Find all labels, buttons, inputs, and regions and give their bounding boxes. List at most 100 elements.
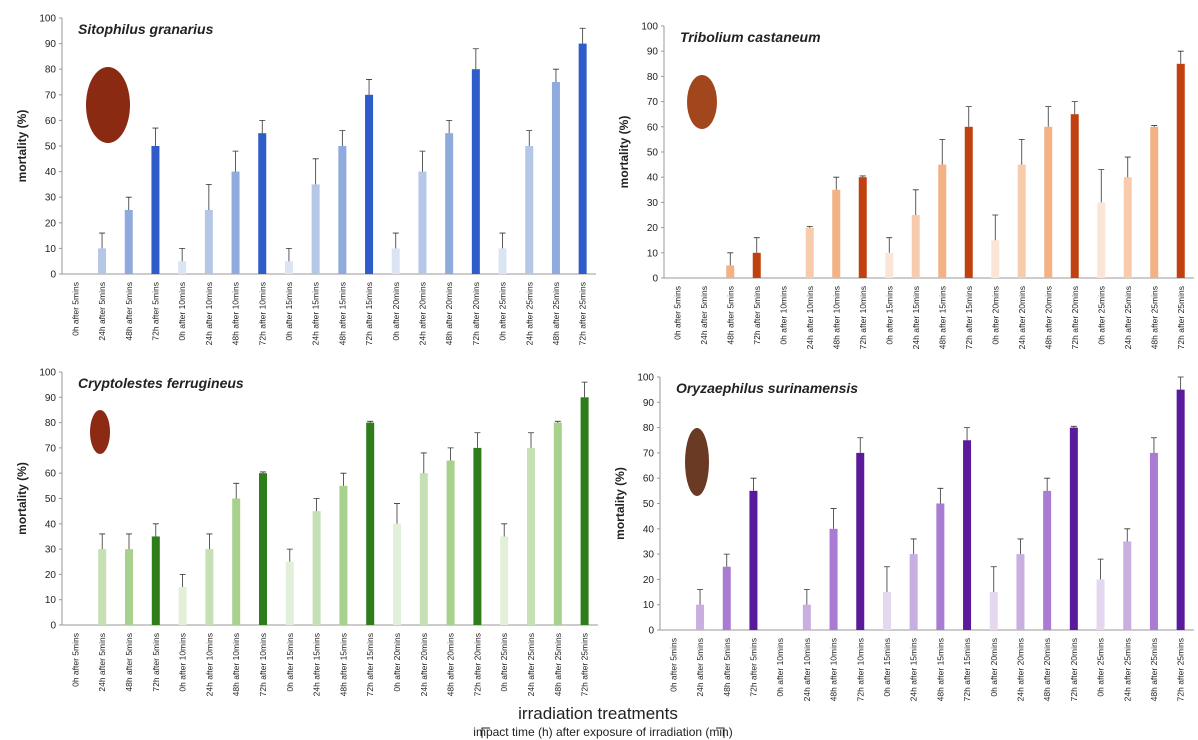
bar (1043, 491, 1051, 630)
bar (938, 165, 946, 278)
y-tick-label: 70 (643, 448, 655, 459)
bar (803, 605, 811, 630)
x-tick-label: 72h after 20mins (471, 282, 481, 345)
y-tick-label: 100 (641, 22, 658, 33)
bar (696, 605, 704, 630)
bar (1097, 579, 1105, 630)
bar (579, 44, 587, 274)
x-tick-label: 48h after 15mins (937, 286, 947, 349)
x-tick-label: 72h after 25mins (1176, 286, 1186, 349)
y-tick-label: 90 (45, 39, 57, 50)
x-tick-label: 72h after 5mins (748, 638, 758, 697)
bar (1124, 177, 1132, 278)
y-axis-label: mortality (%) (613, 467, 627, 540)
y-tick-label: 70 (45, 443, 57, 454)
bar (552, 82, 560, 274)
x-tick-label: 24h after 5mins (699, 286, 709, 345)
bar (259, 473, 267, 625)
error-bar (339, 131, 345, 146)
x-tick-label: 48h after 10mins (831, 286, 841, 349)
x-tick-label: 48h after 15mins (337, 282, 347, 345)
x-tick-label: 0h after 25mins (499, 633, 509, 692)
x-tick-label: 0h after 5mins (668, 638, 678, 692)
bar (179, 587, 187, 625)
bar (499, 248, 507, 274)
error-bar (582, 382, 588, 397)
bar (125, 210, 133, 274)
bar (473, 448, 481, 625)
bar (1016, 554, 1024, 630)
error-bar (526, 131, 532, 146)
error-bar (152, 128, 158, 146)
error-bar (419, 151, 425, 171)
error-bar (937, 488, 943, 503)
x-tick-label: 24h after 20mins (419, 633, 429, 696)
error-bar (992, 215, 998, 240)
bar (1097, 202, 1105, 278)
y-tick-label: 0 (50, 621, 56, 632)
bar (500, 536, 508, 625)
x-tick-label: 72h after 20mins (472, 633, 482, 696)
y-tick-label: 30 (45, 193, 57, 204)
x-axis-sublabel: impact time (h) after exposure of irradi… (473, 725, 732, 739)
x-tick-label: 24h after 15mins (311, 282, 321, 345)
bar (365, 95, 373, 274)
error-bar (448, 448, 454, 461)
bar (472, 69, 480, 274)
y-tick-label: 80 (647, 72, 659, 83)
error-bar (206, 184, 212, 210)
y-tick-label: 60 (643, 474, 655, 485)
error-bar (1045, 107, 1051, 127)
y-tick-label: 20 (45, 218, 57, 229)
bar (98, 549, 106, 625)
y-tick-label: 80 (643, 423, 655, 434)
x-tick-label: 0h after 15mins (284, 282, 294, 341)
bar (339, 486, 347, 625)
y-tick-label: 90 (45, 393, 57, 404)
x-tick-label: 48h after 10mins (231, 282, 241, 345)
error-bar (750, 478, 756, 491)
bar (338, 146, 346, 274)
chart-title: Cryptolestes ferrugineus (78, 375, 244, 391)
error-bar (233, 151, 239, 171)
x-tick-label: 0h after 5mins (70, 282, 80, 336)
y-tick-label: 60 (647, 122, 659, 133)
error-bar (555, 421, 561, 422)
bar (753, 253, 761, 278)
y-axis-label: mortality (%) (15, 462, 29, 535)
bar (447, 461, 455, 625)
error-bar (474, 433, 480, 448)
x-tick-label: 0h after 15mins (882, 638, 892, 697)
error-bar (911, 539, 917, 554)
error-bar (1098, 170, 1104, 203)
y-tick-label: 0 (652, 274, 658, 285)
insect-icon (687, 75, 717, 129)
y-tick-label: 70 (45, 90, 57, 101)
bar (1150, 453, 1158, 630)
bar (910, 554, 918, 630)
error-bar (1151, 126, 1157, 127)
bar (392, 248, 400, 274)
bar (418, 172, 426, 274)
x-tick-label: 72h after 5mins (752, 286, 762, 345)
x-tick-label: 0h after 10mins (778, 286, 788, 345)
error-bar (724, 554, 730, 567)
y-tick-label: 90 (643, 398, 655, 409)
x-tick-label: 0h after 20mins (989, 638, 999, 697)
x-tick-label: 0h after 25mins (1096, 638, 1106, 697)
y-tick-label: 80 (45, 418, 57, 429)
error-bar (126, 197, 132, 210)
x-tick-label: 48h after 5mins (124, 282, 134, 341)
x-tick-label: 0h after 5mins (70, 633, 80, 687)
chart-title: Sitophilus granarius (78, 21, 214, 37)
error-bar (260, 472, 266, 473)
error-bar (964, 428, 970, 441)
bar (151, 146, 159, 274)
error-bar (340, 473, 346, 486)
error-bar (528, 433, 534, 448)
x-tick-label: 48h after 25mins (553, 633, 563, 696)
x-tick-label: 24h after 25mins (1123, 286, 1133, 349)
error-bar (857, 438, 863, 453)
error-bar (1178, 51, 1184, 64)
error-bar (366, 79, 372, 94)
